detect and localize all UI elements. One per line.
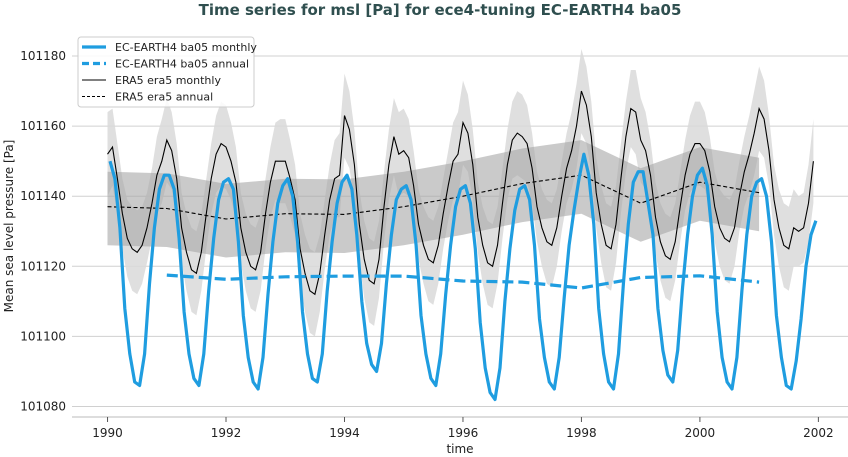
y-tick-label: 101100 <box>20 329 66 343</box>
axes: 101080 101100 101120 101140 101160 101180 1990… <box>20 49 848 440</box>
series-line-era5-monthly <box>107 90 814 296</box>
y-tick-label: 101080 <box>20 399 66 413</box>
x-tick-label: 1996 <box>448 426 479 440</box>
x-tick-label: 2002 <box>803 426 834 440</box>
x-tick-label: 1998 <box>566 426 597 440</box>
y-tick-label: 101180 <box>20 49 66 63</box>
era5-annual-spread-band <box>107 140 760 258</box>
y-axis-label: Mean sea level pressure [Pa] <box>2 140 16 313</box>
series-line-ec-earth-annual <box>166 273 760 290</box>
series-line-era5-annual <box>107 174 760 220</box>
legend-box <box>77 36 255 108</box>
x-tick-label: 1990 <box>92 426 123 440</box>
chart-title: Time series for msl [Pa] for ece4-tuning… <box>199 1 682 19</box>
series-lines <box>107 90 818 402</box>
legend-label: ERA5 era5 annual <box>115 91 213 104</box>
legend-label: EC-EARTH4 ba05 monthly <box>115 41 257 54</box>
series-line-ec-earth-monthly <box>108 152 818 402</box>
x-tick-label: 1994 <box>329 426 360 440</box>
y-tick-label: 101160 <box>20 119 66 133</box>
legend-label: EC-EARTH4 ba05 annual <box>115 58 249 71</box>
x-tick-label: 1992 <box>211 426 242 440</box>
x-tick-label: 2000 <box>685 426 716 440</box>
y-tick-label: 101120 <box>20 259 66 273</box>
legend-label: ERA5 era5 monthly <box>115 74 221 87</box>
y-tick-label: 101140 <box>20 189 66 203</box>
x-axis-label: time <box>446 442 473 456</box>
legend: EC-EARTH4 ba05 monthly EC-EARTH4 ba05 ann… <box>77 36 257 108</box>
